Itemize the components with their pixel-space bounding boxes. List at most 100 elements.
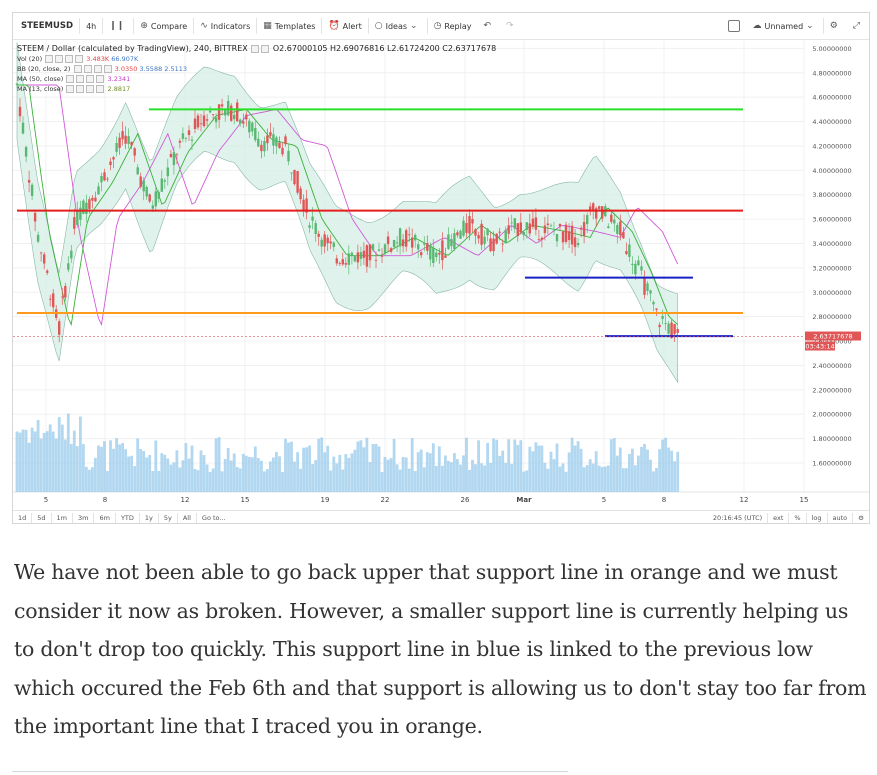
candle-body <box>18 106 22 117</box>
candle-body <box>549 225 553 227</box>
volume-bar <box>250 457 254 492</box>
legend-control-icon[interactable] <box>261 44 270 53</box>
legend-control-icon[interactable] <box>93 65 102 73</box>
indicators-button[interactable]: ∿ Indicators <box>194 13 256 39</box>
candle-body <box>543 225 547 234</box>
volume-bar <box>320 437 324 492</box>
range-1m[interactable]: 1m <box>52 513 73 523</box>
alarm-clock-icon: ⏰ <box>328 21 340 31</box>
candle-body <box>414 234 417 241</box>
toolbar-separator <box>256 18 258 34</box>
legend-control-icon[interactable] <box>251 44 260 53</box>
volume-bar <box>226 448 230 492</box>
range-1y[interactable]: 1y <box>140 513 159 523</box>
tradingview-chart[interactable]: STEEMUSD 4h ❙❙ ⊕ Compare ∿ Indicators ▦ Tem… <box>12 12 870 524</box>
volume-bar <box>543 462 547 492</box>
redo-icon: ↷ <box>506 21 514 31</box>
symbol-search[interactable]: STEEMUSD <box>21 21 74 31</box>
legend-bb-lower: 2.5113 <box>164 65 188 73</box>
legend-control-icon[interactable] <box>76 85 85 93</box>
goto-date-button[interactable]: Go to... <box>201 514 226 522</box>
volume-bar <box>419 449 423 492</box>
volume-bar <box>63 439 67 492</box>
expand-button[interactable]: ⤢ <box>847 13 869 39</box>
templates-button[interactable]: ▦ Templates <box>257 13 321 39</box>
volume-bar <box>33 431 37 492</box>
volume-bar <box>437 446 441 492</box>
range-5y[interactable]: 5y <box>159 513 178 523</box>
candle-body <box>374 259 378 261</box>
chart-settings-button[interactable]: ⚙ <box>853 513 869 523</box>
volume-bar <box>281 471 284 492</box>
candle-body <box>166 167 169 177</box>
price-chart-canvas[interactable]: 5.200000005.000000004.800000004.60000000… <box>13 40 869 510</box>
volume-bar <box>486 442 489 492</box>
volume-bar <box>646 449 649 492</box>
legend-control-icon[interactable] <box>96 85 105 93</box>
candle-body <box>103 172 106 181</box>
candle-body <box>85 202 88 214</box>
legend-control-icon[interactable] <box>103 65 112 73</box>
legend-control-icon[interactable] <box>83 65 92 73</box>
candle-body <box>450 239 453 247</box>
legend-control-icon[interactable] <box>76 75 85 83</box>
volume-bar <box>263 471 266 492</box>
chart-style-button[interactable]: ❙❙ <box>103 13 133 39</box>
volume-bar <box>628 454 631 492</box>
candle-body <box>589 206 592 211</box>
volume-bar <box>121 443 124 492</box>
candle-body <box>24 147 28 157</box>
chart-bottom-bar: 1d 5d 1m 3m 6m YTD 1y 5y All Go to... 20… <box>13 510 869 525</box>
toolbar-separator <box>321 18 323 34</box>
legend-control-icon[interactable] <box>66 85 75 93</box>
candle-body <box>492 238 495 252</box>
auto-toggle[interactable]: auto <box>828 513 854 523</box>
redo-button[interactable]: ↷ <box>500 13 523 39</box>
legend-control-icon[interactable] <box>86 75 95 83</box>
price-tick-label: 4.40000000 <box>812 118 851 126</box>
replay-button[interactable]: ◷ Replay <box>428 13 478 39</box>
interval-button[interactable]: 4h <box>86 21 97 31</box>
legend-bb-label: BB (20, close, 2) <box>17 65 71 73</box>
volume-bar <box>386 459 390 492</box>
legend-control-icon[interactable] <box>86 85 95 93</box>
percent-toggle[interactable]: % <box>789 513 807 523</box>
fullscreen-toggle[interactable] <box>722 13 746 39</box>
legend-control-icon[interactable] <box>75 55 84 63</box>
log-toggle[interactable]: log <box>807 513 828 523</box>
range-6m[interactable]: 6m <box>94 513 116 523</box>
candle-body <box>239 119 242 124</box>
volume-bar <box>220 471 224 492</box>
settings-button[interactable]: ⚙ <box>824 13 847 39</box>
legend-control-icon[interactable] <box>96 75 105 83</box>
candle-body <box>435 252 438 258</box>
candle-body <box>145 187 148 197</box>
undo-button[interactable]: ↶ <box>477 13 500 39</box>
range-5d[interactable]: 5d <box>32 513 52 523</box>
volume-bar <box>652 471 655 492</box>
candle-body <box>305 198 308 213</box>
range-1d[interactable]: 1d <box>13 513 33 523</box>
candle-body <box>486 228 489 236</box>
layout-name-button[interactable]: ☁ Unnamed ⌄ <box>746 13 822 39</box>
utc-clock[interactable]: 20:16:45 (UTC) <box>708 513 769 523</box>
ext-toggle[interactable]: ext <box>768 513 790 523</box>
legend-control-icon[interactable] <box>45 55 54 63</box>
compare-button[interactable]: ⊕ Compare <box>134 13 193 39</box>
candle-body <box>115 143 118 152</box>
legend-control-icon[interactable] <box>55 55 64 63</box>
range-all[interactable]: All <box>178 513 197 523</box>
candle-body <box>46 270 49 273</box>
candle-body <box>513 218 516 229</box>
volume-bar <box>531 451 535 492</box>
legend-control-icon[interactable] <box>65 55 74 63</box>
range-ytd[interactable]: YTD <box>116 513 140 523</box>
candle-body <box>338 263 341 264</box>
candle-body <box>368 244 372 261</box>
legend-control-icon[interactable] <box>66 75 75 83</box>
candle-body <box>586 215 589 225</box>
ideas-button[interactable]: ○ Ideas ⌄ <box>369 13 427 39</box>
legend-control-icon[interactable] <box>73 65 82 73</box>
alert-button[interactable]: ⏰ Alert <box>322 13 367 39</box>
range-3m[interactable]: 3m <box>73 513 95 523</box>
